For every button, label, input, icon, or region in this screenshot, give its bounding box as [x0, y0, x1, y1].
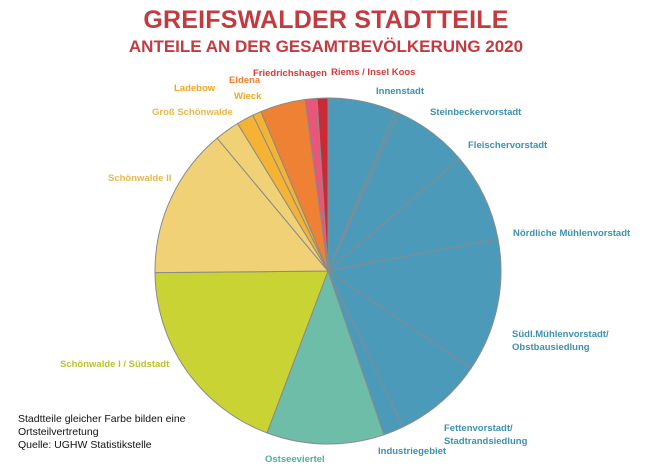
- slice-label-industriegebiet: Industriegebiet: [378, 446, 447, 457]
- pie-slices: [154, 97, 502, 445]
- slice-label-eldena: Eldena: [229, 75, 261, 86]
- slice-label-fettenvorstadt: Fettenvorstadt/Stadtrandsiedlung: [444, 423, 528, 447]
- pie-slice-schoenwalde-ii: [154, 137, 329, 274]
- pie-labels: Innenstadt Steinbeckervorstadt Fleischervo…: [60, 67, 631, 465]
- pie-slice-fettenvorstadt: [327, 270, 472, 428]
- note-line-1: Stadtteile gleicher Farbe bilden eine: [18, 413, 186, 425]
- chart-title: GREIFSWALDER STADTTEILE: [143, 6, 509, 34]
- pie-slice-schoenwalde-i-suedstadt: [154, 270, 329, 434]
- slice-label-riems-insel-koos: Riems / Insel Koos: [331, 67, 415, 78]
- chart-subtitle: ANTEILE AN DER GESAMTBEVÖLKERUNG 2020: [128, 37, 524, 56]
- chart-note: Stadtteile gleicher Farbe bilden eine Or…: [18, 413, 228, 452]
- pie-slice-unlabeled: [316, 97, 329, 272]
- pie-slice-noerdliche-muehlenvorstadt: [327, 158, 499, 272]
- pie-slice-suedl-muehlenvorstadt: [327, 238, 502, 369]
- slice-label-friedrichshagen: Friedrichshagen: [253, 68, 327, 79]
- pie-slice-ostseeviertel: [266, 270, 385, 445]
- slice-label-schoenwalde-ii: Schönwalde II: [108, 173, 171, 184]
- note-line-2: Ortsteilvertretung: [18, 426, 99, 438]
- slice-label-fleischervorstadt: Fleischervorstadt: [468, 140, 548, 151]
- slice-label-innenstadt: Innenstadt: [376, 86, 425, 97]
- source-note: Quelle: UGHW Statistikstelle: [18, 439, 152, 451]
- slice-label-schoenwalde-i-suedstadt: Schönwalde I / Südstadt: [60, 359, 170, 370]
- slice-label-ostseeviertel: Ostseeviertel: [265, 454, 325, 465]
- slice-label-suedl-muehlenvorstadt: Südl.Mühlenvorstadt/Obstbausiedlung: [512, 329, 609, 353]
- slice-label-steinbeckervorstadt: Steinbeckervorstadt: [430, 107, 522, 118]
- slice-label-noerdliche-muehlenvorstadt: Nördliche Mühlenvorstadt: [513, 228, 631, 239]
- slice-label-ladebow: Ladebow: [174, 83, 216, 94]
- slice-label-gross-schoenwalde: Groß Schönwalde: [152, 107, 233, 118]
- slice-label-wieck: Wieck: [234, 91, 262, 102]
